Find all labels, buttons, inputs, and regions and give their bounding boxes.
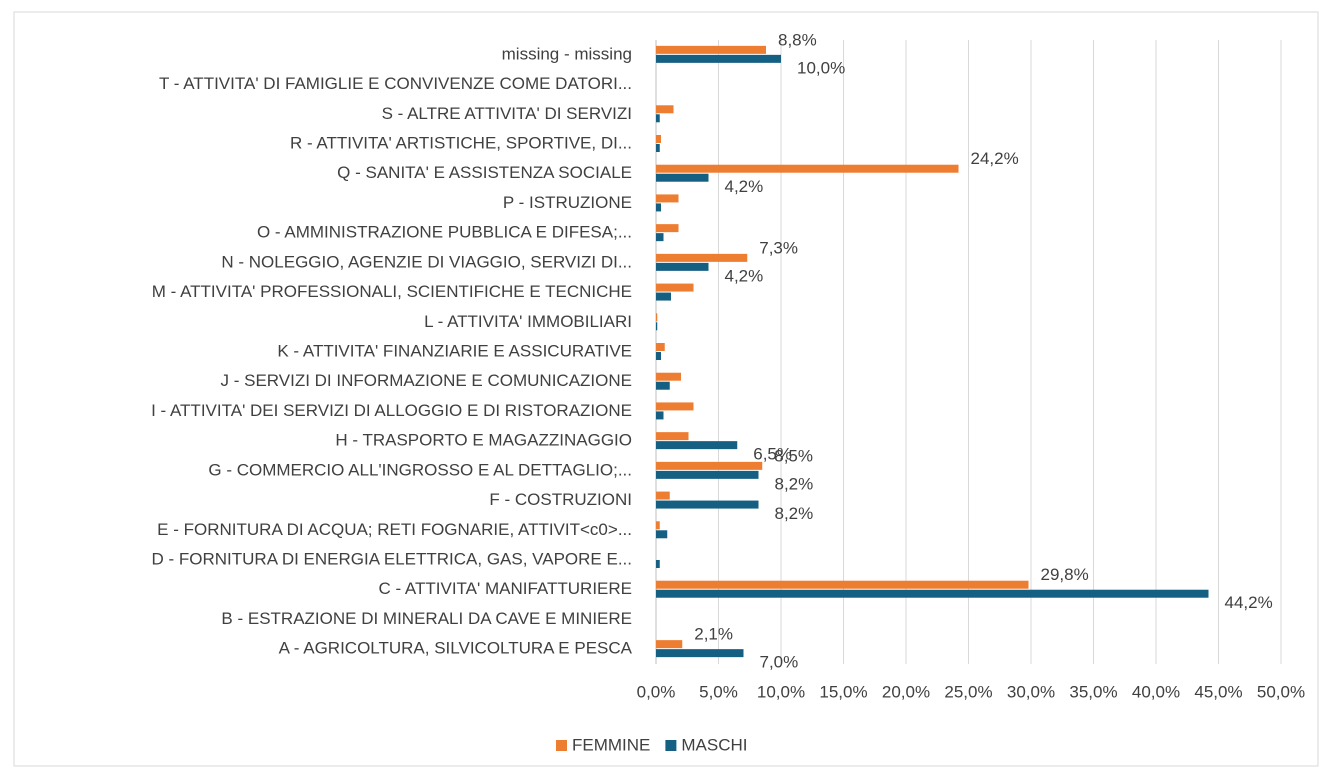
x-tick-label: 50,0% (1257, 682, 1305, 701)
bar (656, 491, 670, 500)
bar (656, 224, 679, 233)
bar (656, 194, 679, 203)
y-tick-label: L - ATTIVITA' IMMOBILIARI (424, 312, 632, 331)
data-label: 44,2% (1225, 593, 1273, 612)
bar (656, 441, 738, 450)
y-tick-label: N - NOLEGGIO, AGENZIE DI VIAGGIO, SERVIZ… (221, 252, 632, 271)
x-tick-label: 0,0% (637, 682, 676, 701)
y-tick-label: J - SERVIZI DI INFORMAZIONE E COMUNICAZI… (221, 371, 633, 390)
x-tick-label: 35,0% (1069, 682, 1117, 701)
bar (656, 500, 759, 509)
bar (656, 411, 664, 420)
bar (656, 54, 781, 63)
bar (656, 253, 748, 262)
bar (656, 292, 671, 301)
bar (656, 164, 959, 173)
bar (656, 649, 744, 658)
bar (656, 322, 658, 331)
y-tick-label: G - COMMERCIO ALL'INGROSSO E AL DETTAGLI… (208, 460, 632, 479)
bar (656, 233, 664, 242)
y-tick-label: R - ATTIVITA' ARTISTICHE, SPORTIVE, DI..… (290, 133, 632, 152)
y-tick-label: M - ATTIVITA' PROFESSIONALI, SCIENTIFICH… (152, 282, 632, 301)
x-tick-label: 45,0% (1194, 682, 1242, 701)
bar (656, 402, 694, 411)
y-tick-label: T - ATTIVITA' DI FAMIGLIE E CONVIVENZE C… (159, 74, 632, 93)
data-label: 8,8% (778, 30, 817, 49)
bar (656, 470, 759, 479)
y-tick-label: O - AMMINISTRAZIONE PUBBLICA E DIFESA;..… (257, 223, 632, 242)
bar (656, 352, 661, 360)
bar (656, 105, 674, 114)
y-tick-label: missing - missing (502, 44, 632, 63)
y-tick-label: A - AGRICOLTURA, SILVICOLTURA E PESCA (279, 639, 633, 658)
data-label: 8,2% (775, 504, 814, 523)
bar (656, 521, 660, 530)
data-label: 24,2% (971, 149, 1019, 168)
x-tick-label: 15,0% (819, 682, 867, 701)
y-tick-label: D - FORNITURA DI ENERGIA ELETTRICA, GAS,… (152, 549, 633, 568)
y-tick-label: B - ESTRAZIONE DI MINERALI DA CAVE E MIN… (221, 609, 632, 628)
bar (656, 530, 668, 539)
bar (656, 343, 665, 351)
bar (656, 372, 681, 381)
x-tick-label: 30,0% (1007, 682, 1055, 701)
bar (656, 114, 660, 123)
bar (656, 432, 689, 441)
legend-swatch (556, 740, 567, 751)
x-tick-label: 25,0% (944, 682, 992, 701)
data-label: 4,2% (725, 266, 764, 285)
bar (656, 173, 709, 182)
bar (656, 640, 683, 649)
bar (656, 45, 766, 54)
data-label: 7,0% (760, 653, 799, 672)
y-tick-label: H - TRASPORTO E MAGAZZINAGGIO (335, 431, 632, 450)
bar (656, 313, 658, 322)
bar (656, 262, 709, 271)
y-tick-label: P - ISTRUZIONE (503, 193, 632, 212)
legend-label: MASCHI (681, 735, 747, 754)
data-label: 8,5% (774, 446, 813, 465)
y-tick-label: S - ALTRE ATTIVITA' DI SERVIZI (382, 104, 632, 123)
bar (656, 560, 660, 568)
y-tick-label: Q - SANITA' E ASSISTENZA SOCIALE (337, 163, 632, 182)
data-label: 29,8% (1041, 565, 1089, 584)
legend-label: FEMMINE (572, 735, 650, 754)
x-tick-label: 40,0% (1132, 682, 1180, 701)
bar (656, 461, 763, 470)
y-tick-label: E - FORNITURA DI ACQUA; RETI FOGNARIE, A… (157, 520, 632, 539)
bar (656, 144, 660, 152)
bar (656, 283, 694, 292)
legend-swatch (665, 740, 677, 751)
x-tick-label: 5,0% (699, 682, 738, 701)
data-label: 4,2% (725, 177, 764, 196)
bar (656, 203, 661, 212)
y-tick-label: K - ATTIVITA' FINANZIARIE E ASSICURATIVE (277, 341, 632, 360)
data-label: 6,5% (753, 445, 792, 464)
y-tick-label: I - ATTIVITA' DEI SERVIZI DI ALLOGGIO E … (151, 401, 632, 420)
bar (656, 580, 1029, 589)
data-label: 10,0% (797, 58, 845, 77)
data-label: 2,1% (694, 625, 733, 644)
y-tick-label: C - ATTIVITA' MANIFATTURIERE (378, 579, 632, 598)
data-label: 8,2% (775, 474, 814, 493)
bar (656, 381, 670, 390)
x-tick-label: 10,0% (757, 682, 805, 701)
data-label: 7,3% (759, 238, 798, 257)
x-tick-label: 20,0% (882, 682, 930, 701)
y-tick-label: F - COSTRUZIONI (489, 490, 632, 509)
bar (656, 589, 1209, 598)
bar (656, 135, 661, 143)
